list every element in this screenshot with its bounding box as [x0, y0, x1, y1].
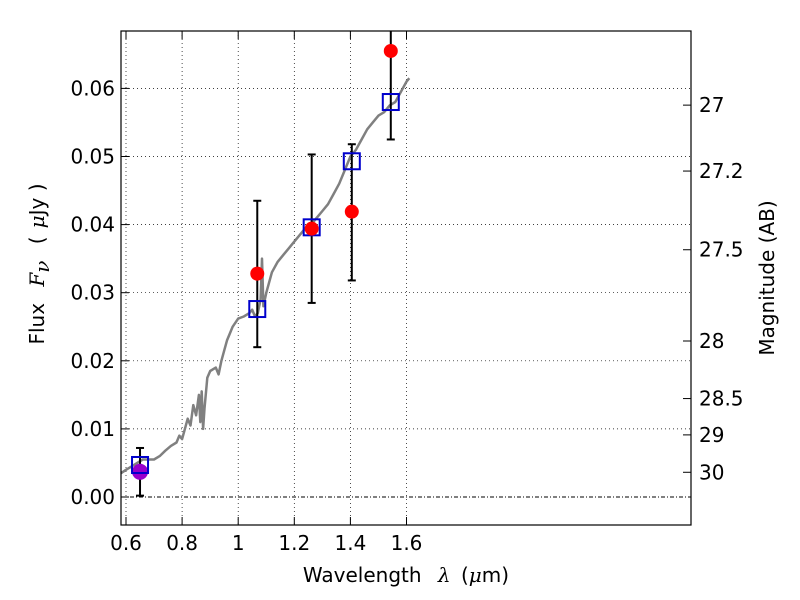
x-tick-label: 1.2 [278, 531, 310, 555]
magnitude-axis-ticks: 27 27.2 27.5 28 28.5 29 30 [683, 93, 744, 484]
observed-purple-point [132, 463, 149, 480]
x-tick-label: 0.6 [110, 531, 142, 555]
x-axis-label: Wavelength λ (μm) [303, 563, 509, 587]
model-synthetic-square [248, 300, 267, 319]
grid-lines [121, 31, 691, 525]
observed-point [383, 43, 398, 58]
y-tick-label: 0.04 [70, 213, 115, 237]
y-tick-label: 0.01 [70, 417, 115, 441]
observed-point [344, 204, 359, 219]
x-axis-unit-open: ( [461, 563, 469, 587]
mag-tick-label: 27.5 [699, 238, 744, 262]
y-tick-label: 0.00 [70, 485, 115, 509]
y-tick-label: 0.05 [70, 145, 115, 169]
magnitude-axis-label: Magnitude (AB) [755, 200, 779, 355]
y-axis-label: Flux Fν ( μJy ) [25, 183, 54, 344]
x-axis-unit-rest: m) [482, 563, 509, 587]
x-axis-symbol: λ [437, 563, 451, 587]
mag-tick-label: 27 [699, 93, 724, 117]
x-tick-label: 1 [232, 531, 245, 555]
model-synthetic-square [381, 93, 400, 112]
mag-tick-label: 28.5 [699, 387, 744, 411]
mag-tick-label: 28 [699, 329, 724, 353]
observed-point [250, 266, 265, 281]
y-tick-label: 0.06 [70, 76, 115, 100]
mag-tick-label: 29 [699, 423, 724, 447]
y-tick-label: 0.03 [70, 281, 115, 305]
mag-tick-label: 30 [699, 460, 724, 484]
y-axis-unit-mu: μ [25, 215, 49, 228]
y-axis-label-text: Flux [25, 303, 49, 345]
model-spectrum-line [120, 77, 411, 475]
x-axis-unit-mu: μ [469, 563, 482, 587]
plot-data [120, 31, 411, 497]
model-synthetic-square [342, 152, 361, 171]
x-tick-label: 0.8 [166, 531, 198, 555]
model-synthetic-square [131, 455, 150, 474]
y-axis-unit-rest: Jy ) [25, 183, 49, 217]
x-axis-ticks: 0.6 0.8 1 1.2 1.4 1.6 [110, 31, 422, 555]
y-tick-label: 0.02 [70, 349, 115, 373]
observed-point [304, 221, 319, 236]
x-axis-label-text: Wavelength [303, 563, 422, 587]
y-axis-ticks: 0.00 0.01 0.02 0.03 0.04 0.05 0.06 [70, 76, 129, 509]
x-tick-label: 1.6 [391, 531, 423, 555]
plot-frame [120, 30, 692, 526]
x-tick-label: 1.4 [334, 531, 366, 555]
y-axis-symbol: F [25, 272, 49, 288]
mag-tick-label: 27.2 [699, 159, 744, 183]
y-axis-symbol-sub: ν [30, 261, 54, 273]
y-axis-unit-open: ( [25, 236, 49, 244]
